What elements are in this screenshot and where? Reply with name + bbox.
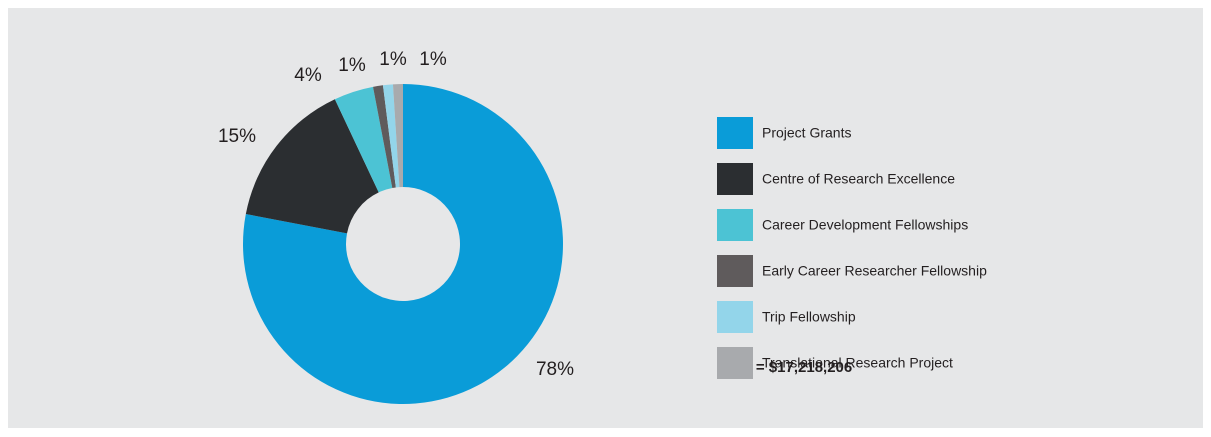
donut-slice xyxy=(245,99,379,234)
donut-slice xyxy=(243,84,564,404)
slice-label: 4% xyxy=(294,65,322,86)
slice-label: 1% xyxy=(338,55,366,76)
slice-label: 1% xyxy=(419,49,447,70)
donut-slice xyxy=(334,86,393,193)
slice-label: 15% xyxy=(218,126,256,147)
legend-swatch xyxy=(717,163,753,195)
donut-slice xyxy=(373,85,396,189)
legend-swatch xyxy=(717,301,753,333)
legend-label: Career Development Fellowships xyxy=(762,217,968,233)
legend-swatch xyxy=(717,255,753,287)
panel xyxy=(8,8,1203,428)
legend-label: Trip Fellowship xyxy=(762,309,856,325)
donut-slice xyxy=(392,84,403,188)
slice-label: 1% xyxy=(379,49,407,70)
legend-label: Early Career Researcher Fellowship xyxy=(762,263,987,279)
legend-label: Centre of Research Excellence xyxy=(762,171,955,187)
legend-label: Translational Research Project xyxy=(762,355,953,371)
donut-slice xyxy=(382,84,400,188)
legend-swatch xyxy=(717,117,753,149)
slice-label: 78% xyxy=(536,359,574,380)
legend-swatch xyxy=(717,347,753,379)
legend-label: Project Grants xyxy=(762,125,851,141)
legend-swatch xyxy=(717,209,753,241)
